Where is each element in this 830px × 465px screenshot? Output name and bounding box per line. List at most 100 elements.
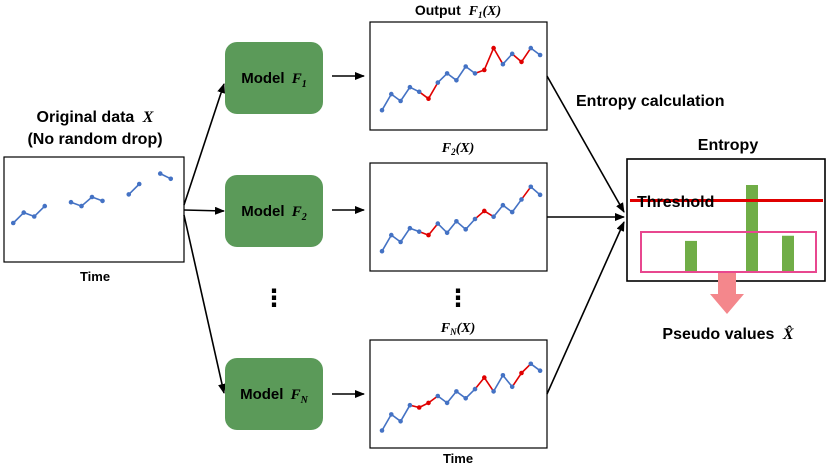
entropy-bar bbox=[782, 235, 794, 271]
output-point bbox=[444, 400, 450, 406]
entropy-bar bbox=[685, 240, 697, 271]
output-segment-imputed bbox=[474, 377, 485, 390]
input-plot-frame bbox=[3, 156, 185, 263]
output-point bbox=[444, 71, 450, 76]
output-point bbox=[491, 214, 496, 219]
output-point bbox=[407, 84, 413, 90]
output-segment bbox=[446, 220, 458, 234]
output-point-imputed bbox=[426, 232, 431, 238]
output-point bbox=[407, 225, 413, 231]
output-n-plot-frame bbox=[369, 339, 548, 449]
output-segment-imputed bbox=[427, 223, 439, 236]
output-point bbox=[463, 227, 469, 232]
output-segment-imputed bbox=[483, 377, 495, 392]
output-segment-imputed bbox=[483, 47, 495, 71]
output-point bbox=[379, 248, 385, 254]
output-point-imputed bbox=[482, 208, 487, 214]
output-segment-imputed bbox=[492, 47, 504, 65]
input-point bbox=[10, 220, 16, 226]
output-point bbox=[444, 230, 450, 236]
input-point bbox=[126, 192, 132, 197]
output-segment bbox=[381, 234, 392, 252]
output-segment bbox=[455, 66, 467, 81]
arrow-input-to-model-n bbox=[183, 214, 226, 394]
output-1-series bbox=[379, 45, 543, 113]
pseudo-values-label: Pseudo values X̂ bbox=[662, 324, 794, 343]
output-point bbox=[528, 45, 534, 51]
input-point bbox=[68, 199, 74, 205]
output-point bbox=[398, 98, 403, 104]
output-segment-imputed bbox=[511, 372, 523, 388]
output-point bbox=[509, 51, 515, 57]
threshold-label: Threshold bbox=[637, 194, 714, 211]
output-point bbox=[398, 239, 403, 245]
below-threshold-box bbox=[640, 231, 817, 273]
output-point bbox=[537, 192, 543, 198]
arrow-output-n-to-entropy bbox=[546, 221, 625, 395]
input-point bbox=[136, 181, 142, 187]
model-2-label: Model F2 bbox=[241, 203, 307, 223]
output-point-imputed bbox=[519, 370, 524, 376]
output-time-axis-label: Time bbox=[443, 451, 473, 465]
output-point bbox=[463, 396, 469, 401]
output-point-imputed bbox=[416, 405, 422, 410]
output-point bbox=[454, 389, 459, 394]
entropy-bar bbox=[746, 185, 758, 271]
output-segment bbox=[492, 374, 504, 392]
input-point bbox=[79, 203, 84, 209]
input-segment-line bbox=[70, 196, 103, 208]
output-point bbox=[472, 216, 478, 222]
output-point bbox=[537, 52, 543, 58]
input-segment-line bbox=[12, 205, 46, 224]
output-point bbox=[416, 229, 422, 234]
outputs-ellipsis: ⋮ bbox=[446, 285, 470, 312]
output-point bbox=[379, 428, 385, 433]
output-point-imputed bbox=[491, 45, 496, 51]
output-point bbox=[509, 384, 515, 390]
output-point bbox=[435, 393, 441, 399]
output-segment-imputed bbox=[427, 82, 439, 100]
output-segment bbox=[399, 86, 411, 102]
output-point bbox=[389, 232, 394, 238]
output-segment-imputed bbox=[520, 47, 532, 63]
arrow-input-to-model-2 bbox=[183, 206, 225, 215]
input-point bbox=[42, 203, 48, 209]
pseudo-down-arrow bbox=[710, 273, 744, 314]
model-n-label: Model FN bbox=[240, 386, 309, 406]
output-segment bbox=[502, 374, 513, 388]
entropy-title: Entropy bbox=[698, 137, 759, 154]
input-point bbox=[89, 194, 95, 200]
output-segment bbox=[446, 390, 458, 404]
output-point-imputed bbox=[482, 375, 487, 380]
entropy-bars bbox=[685, 185, 794, 271]
input-title-line1: Original data X bbox=[37, 109, 154, 126]
entropy-calculation-label: Entropy calculation bbox=[576, 93, 724, 110]
output-point bbox=[398, 419, 403, 424]
output-point bbox=[407, 402, 413, 408]
output-1-title: Output F1(X) bbox=[415, 2, 501, 20]
output-segment-imputed bbox=[520, 186, 532, 200]
input-point bbox=[157, 171, 163, 176]
output-point-imputed bbox=[482, 67, 487, 73]
output-point bbox=[528, 361, 534, 367]
output-point bbox=[389, 91, 394, 97]
entropy-panel-frame bbox=[626, 158, 826, 282]
output-point bbox=[509, 209, 515, 215]
model-2-box: Model F2 bbox=[225, 175, 323, 247]
input-point bbox=[168, 176, 174, 182]
input-segment-line bbox=[128, 183, 140, 195]
output-segment bbox=[465, 218, 476, 230]
output-segment bbox=[399, 227, 411, 243]
output-point bbox=[500, 373, 506, 378]
output-point bbox=[472, 386, 478, 392]
output-point bbox=[472, 71, 478, 76]
output-point-imputed bbox=[426, 400, 431, 406]
output-point bbox=[519, 197, 524, 202]
output-point bbox=[454, 219, 459, 224]
output-point bbox=[491, 389, 496, 394]
output-point bbox=[389, 412, 394, 417]
output-segment bbox=[511, 198, 523, 213]
output-point bbox=[435, 221, 441, 226]
input-point bbox=[100, 198, 105, 204]
